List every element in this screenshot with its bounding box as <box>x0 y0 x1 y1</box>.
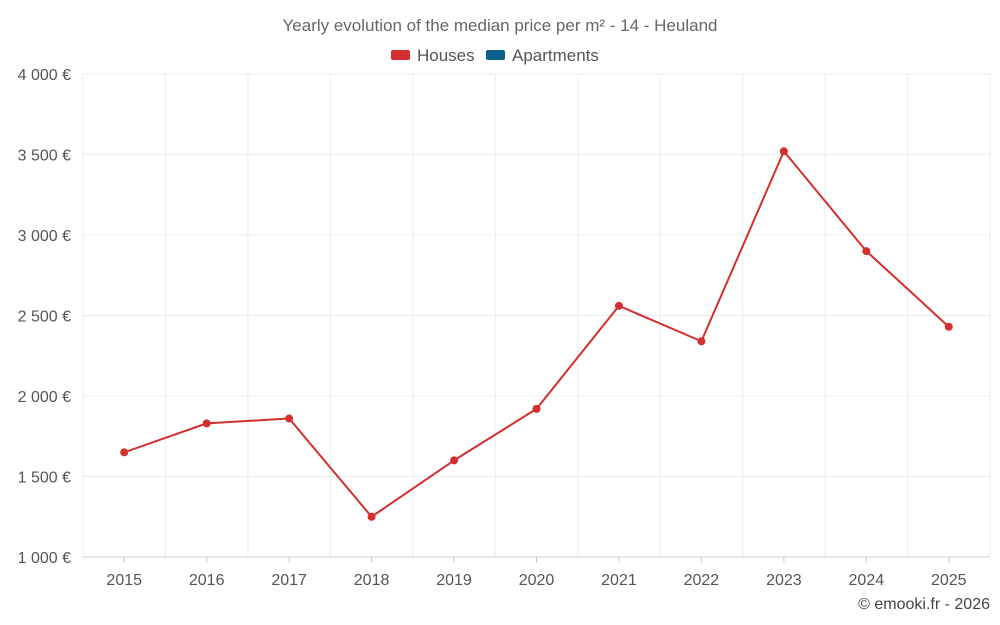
y-tick-label: 3 500 € <box>18 148 71 165</box>
legend-swatch-apartments <box>486 50 505 60</box>
y-tick-label: 1 500 € <box>18 470 71 487</box>
data-point-houses-2016[interactable] <box>202 419 211 428</box>
data-point-houses-2023[interactable] <box>779 147 788 156</box>
data-point-houses-2017[interactable] <box>285 414 294 423</box>
x-tick-label: 2017 <box>271 572 307 589</box>
credit-text: © emooki.fr - 2026 <box>858 596 990 613</box>
x-tick-label: 2015 <box>106 572 142 589</box>
x-tick-label: 2022 <box>684 572 720 589</box>
y-tick-label: 3 000 € <box>18 228 71 245</box>
data-point-houses-2022[interactable] <box>697 337 706 346</box>
x-tick-label: 2025 <box>931 572 967 589</box>
x-tick-label: 2024 <box>849 572 885 589</box>
grid-layer <box>82 73 991 557</box>
chart-title: Yearly evolution of the median price per… <box>283 16 718 35</box>
data-point-houses-2015[interactable] <box>120 448 129 457</box>
x-tick-label: 2018 <box>354 572 390 589</box>
legend-label-houses: Houses <box>417 46 475 65</box>
data-point-houses-2024[interactable] <box>862 247 871 256</box>
y-tick-label: 2 500 € <box>18 309 71 326</box>
series-layer <box>120 147 953 521</box>
x-tick-label: 2020 <box>519 572 555 589</box>
chart-legend: Houses Apartments <box>391 46 599 65</box>
x-axis-labels: 2015 2016 2017 2018 2019 2020 2021 2022 2023 2024… <box>106 557 967 589</box>
y-tick-label: 2 000 € <box>18 389 71 406</box>
data-point-houses-2021[interactable] <box>614 301 623 310</box>
data-point-houses-2020[interactable] <box>532 404 541 413</box>
data-point-houses-2018[interactable] <box>367 512 376 521</box>
y-tick-label: 1 000 € <box>18 550 71 567</box>
x-tick-label: 2016 <box>189 572 225 589</box>
legend-item-apartments[interactable]: Apartments <box>486 46 599 65</box>
legend-swatch-houses <box>391 50 410 60</box>
y-tick-label: 4 000 € <box>18 67 71 84</box>
legend-item-houses[interactable]: Houses <box>391 46 475 65</box>
x-tick-label: 2019 <box>436 572 472 589</box>
data-point-houses-2019[interactable] <box>450 456 459 465</box>
x-tick-label: 2023 <box>766 572 802 589</box>
legend-label-apartments: Apartments <box>512 46 599 65</box>
data-point-houses-2025[interactable] <box>944 322 953 331</box>
y-axis-labels: 1 000 € 1 500 € 2 000 € 2 500 € 3 000 € 3 500… <box>18 67 71 567</box>
x-tick-label: 2021 <box>601 572 637 589</box>
